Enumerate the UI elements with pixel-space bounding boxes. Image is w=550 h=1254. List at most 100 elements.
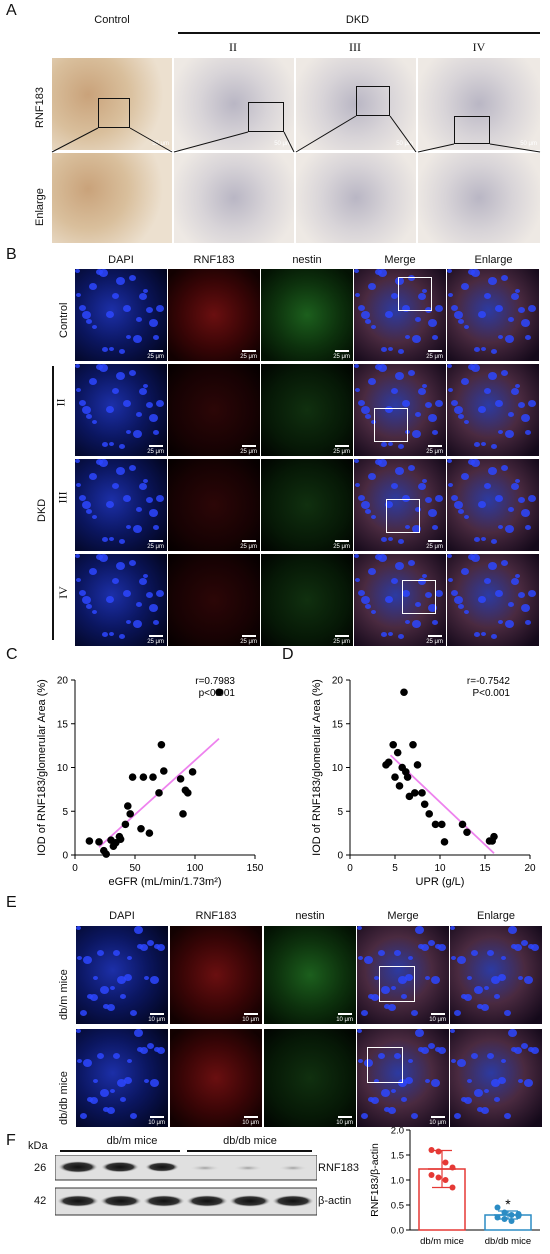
panel-b-dkd-line	[52, 366, 54, 640]
panel-a-stage-2: II	[229, 40, 237, 54]
scatter-point	[179, 810, 187, 818]
fluo-stage-2-rnf183: 25 μm	[168, 364, 260, 456]
panel-f-group-dbm-line	[60, 1150, 180, 1152]
scale-label: 10 μm	[336, 1017, 353, 1023]
panel-b-channel-enlarge: Enlarge	[474, 254, 513, 266]
y-tick-label: 5	[62, 807, 68, 818]
y-axis-label: RNF183/β-actin	[369, 1143, 381, 1217]
data-point	[449, 1184, 456, 1191]
scale-label: 25 μm	[147, 639, 164, 645]
panel-b-stage-2: II	[53, 398, 68, 407]
panel-b-row-control: Control	[58, 302, 70, 338]
band-rnf183-lane-1	[58, 1161, 98, 1173]
fluo-dbm-nestin: 10 μm	[264, 926, 356, 1024]
y-tick-label: 15	[332, 719, 344, 730]
panel-e-channel-rnf183: RNF183	[195, 910, 237, 922]
scatter-point	[215, 688, 223, 697]
panel-b-stage-3: III	[55, 491, 70, 504]
scale-label: 25 μm	[426, 449, 443, 455]
ihc-stage-2: 50 μm	[174, 58, 294, 150]
panel-d-label: D	[282, 646, 294, 663]
panel-b-stage-4: IV	[55, 586, 70, 599]
scatter-point	[157, 740, 166, 749]
scatter-point	[128, 773, 137, 781]
scale-label: 25 μm	[333, 544, 350, 550]
scatter-point	[400, 688, 408, 697]
fluo-control-enlarge	[447, 269, 539, 361]
y-axis-label: IOD of RNF183/glomerular Area (%)	[311, 679, 323, 856]
panel-e-channel-nestin: nestin	[295, 910, 325, 922]
scale-label: 25 μm	[426, 639, 443, 645]
scale-label: 10 μm	[242, 1120, 259, 1126]
panel-c-scatter-chart: 0 5 10 15 20 0 50 100 150 eGFR (mL/min/1.73m²) IOD…	[36, 676, 264, 889]
x-axis-label: UPR (g/L)	[416, 876, 465, 888]
panel-f-kda-label: kDa	[28, 1140, 48, 1152]
panel-a-dkd-line	[178, 32, 540, 34]
scatter-point	[440, 838, 449, 846]
fluo-stage-4-dapi: 25 μm	[75, 554, 167, 646]
band-actin-lane-4	[186, 1195, 228, 1207]
fluo-dbdb-rnf183: 10 μm	[170, 1029, 262, 1127]
data-point	[508, 1212, 515, 1218]
y-tick-label: 10	[57, 763, 69, 774]
scatter-point	[126, 810, 134, 818]
scatter-point	[413, 761, 422, 769]
panel-a-label: A	[6, 2, 17, 19]
scatter-point	[188, 768, 197, 776]
scale-label: 10 μm	[336, 1120, 353, 1126]
fluo-stage-4-rnf183: 25 μm	[168, 554, 260, 646]
panel-e-row-dbdb: db/db mice	[58, 1071, 70, 1125]
band-rnf183-lane-6	[278, 1165, 308, 1171]
band-actin-lane-2	[100, 1195, 142, 1207]
scale-label: 25 μm	[240, 354, 257, 360]
stat-annotation: P<0.001	[472, 688, 510, 699]
x-tick-label: 5	[392, 863, 398, 874]
western-blot	[55, 1155, 317, 1216]
fluo-dbdb-nestin: 10 μm	[264, 1029, 356, 1127]
scatter-point	[431, 820, 440, 829]
data-point	[494, 1204, 501, 1211]
panel-f-bar-chart: 0.0 0.5 1.0 1.5 2.0 RNF183/β-actin db/m mice db…	[369, 1126, 540, 1247]
y-tick-label: 1.5	[391, 1151, 404, 1162]
panel-b-channel-merge: Merge	[384, 254, 416, 266]
scatter-point	[409, 740, 417, 749]
fluo-dbdb-dapi: 10 μm	[76, 1029, 168, 1127]
y-tick-label: 2.0	[391, 1126, 404, 1137]
y-tick-label: 0.5	[391, 1201, 404, 1212]
scale-label: 25 μm	[147, 449, 164, 455]
x-tick-label: 10	[434, 863, 446, 874]
fluo-dbdb-merge: 10 μm	[357, 1029, 449, 1127]
ihc-stage-3: 50 μm	[296, 58, 416, 150]
panel-b-dkd-label: DKD	[36, 498, 48, 522]
scale-label: 10 μm	[148, 1017, 165, 1023]
y-tick-label: 20	[57, 676, 69, 687]
fluo-dbm-dapi: 10 μm	[76, 926, 168, 1024]
scale-label: 25 μm	[333, 354, 350, 360]
fluo-stage-2-nestin: 25 μm	[261, 364, 353, 456]
panel-f-group-dbm: db/m mice	[106, 1135, 158, 1147]
x-category-label: db/m mice	[420, 1236, 464, 1247]
scatter-point	[102, 850, 110, 858]
stat-annotation: p<0.001	[199, 688, 236, 699]
ihc-control-enlarge	[52, 153, 172, 243]
band-actin-lane-1	[57, 1195, 99, 1207]
scale-label: 50 μm	[274, 141, 291, 147]
scale-label: 25 μm	[240, 544, 257, 550]
scatter-point	[176, 775, 185, 783]
panel-e-label: E	[6, 894, 17, 911]
scatter-point	[389, 740, 397, 749]
fluo-stage-2-dapi: 25 μm	[75, 364, 167, 456]
x-tick-label: 100	[187, 863, 204, 874]
scatter-point	[116, 835, 125, 844]
x-category-label: db/db mice	[485, 1236, 531, 1247]
data-point	[428, 1172, 435, 1178]
panel-e-channel-merge: Merge	[387, 910, 419, 922]
scale-label: 10 μm	[242, 1017, 259, 1023]
band-actin-lane-5	[229, 1195, 271, 1207]
y-tick-label: 0	[62, 851, 68, 862]
band-name-rnf183: RNF183	[318, 1162, 359, 1174]
y-tick-label: 10	[332, 763, 344, 774]
band-rnf183-lane-5	[233, 1165, 263, 1171]
data-point	[442, 1177, 449, 1183]
panel-f-group-dbdb-line	[187, 1150, 312, 1152]
